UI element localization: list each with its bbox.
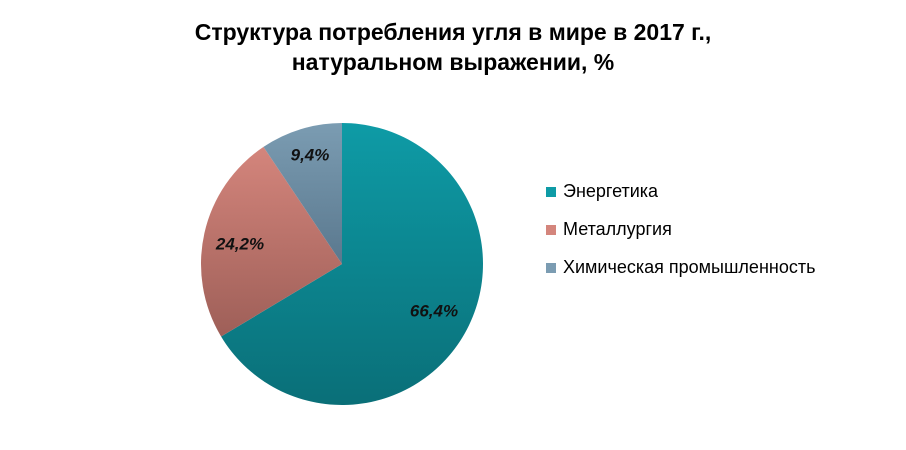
legend-label-2: Металлургия <box>563 219 672 239</box>
chart-title-line-2: натуральном выражении, % <box>292 49 614 75</box>
legend: Энергетика Металлургия Химическая промышле… <box>546 181 815 277</box>
legend-swatch-1 <box>546 187 556 197</box>
data-label-2: 24,2% <box>215 234 264 253</box>
chart-title-line-1: Структура потребления угля в мире в 2017… <box>195 19 712 45</box>
legend-swatch-3 <box>546 263 556 273</box>
pie-slice-3 <box>263 123 342 264</box>
pie-slice-1 <box>221 123 483 405</box>
data-label-3: 9,4% <box>291 145 330 164</box>
pie-data-labels: 66,4% 24,2% 9,4% <box>215 145 458 320</box>
legend-label-3: Химическая промышленность <box>563 257 815 277</box>
legend-label-1: Энергетика <box>563 181 659 201</box>
legend-swatch-2 <box>546 225 556 235</box>
pie-slices <box>200 123 483 405</box>
pie-slice-2 <box>200 146 342 337</box>
data-label-1: 66,4% <box>410 301 458 320</box>
